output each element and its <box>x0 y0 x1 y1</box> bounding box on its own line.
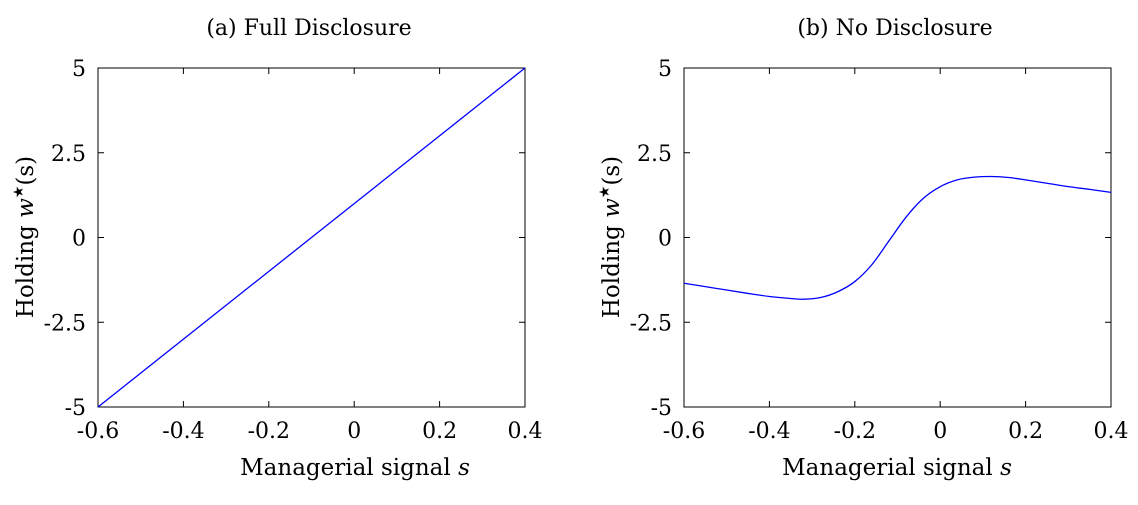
x-axis-label: Managerial signal s <box>782 455 1012 481</box>
tick-marks <box>683 67 1112 408</box>
chart-title: (b) No Disclosure <box>797 16 992 41</box>
x-tick-label: -0.2 <box>834 419 876 444</box>
series-line <box>683 175 1112 300</box>
y-tick-labels: -5 -2.5 0 2.5 5 <box>630 57 672 421</box>
x-tick-label: -0.4 <box>162 419 204 444</box>
x-tick-label: -0.4 <box>748 419 790 444</box>
x-tick-label: 0 <box>347 419 361 444</box>
panel-no-disclosure: (b) No Disclosure -5-2.502.55 -0.6 -0.4 -0… <box>597 16 1129 481</box>
y-tick-label: -5 <box>651 396 672 421</box>
series-line <box>97 67 526 408</box>
y-axis-label: Holding w★(s) <box>597 156 625 318</box>
y-tick-label: -2.5 <box>44 311 86 336</box>
x-tick-labels: -0.6 -0.4 -0.2 0 0.2 0.4 <box>77 419 543 444</box>
y-tick-label: 5 <box>72 57 86 82</box>
y-tick-label: 2.5 <box>637 142 672 167</box>
x-tick-label: 0 <box>933 419 947 444</box>
y-axis-label: Holding w★(s) <box>11 156 39 318</box>
series-lines <box>683 175 1112 300</box>
y-tick-label: -5 <box>65 396 86 421</box>
x-tick-label: 0.4 <box>508 419 543 444</box>
y-tick-label: 0 <box>658 227 672 252</box>
x-tick-label: -0.2 <box>248 419 290 444</box>
chart-title: (a) Full Disclosure <box>206 16 411 41</box>
x-tick-label: 0.4 <box>1094 419 1129 444</box>
y-tick-label: -2.5 <box>630 311 672 336</box>
y-tick-label: 0 <box>72 227 86 252</box>
panel-full-disclosure: (a) Full Disclosure -5 -2.5 0 2.5 5 -0.6 -0.4… <box>11 16 543 481</box>
x-axis-label: Managerial signal s <box>240 455 470 481</box>
x-tick-labels: -0.6 -0.4 -0.2 0 0.2 0.4 <box>663 419 1129 444</box>
series-lines <box>97 67 526 408</box>
y-tick-labels: -5 -2.5 0 2.5 5 <box>44 57 86 421</box>
x-tick-label: -0.6 <box>663 419 705 444</box>
x-tick-label: -0.6 <box>77 419 119 444</box>
y-tick-label: 5 <box>658 57 672 82</box>
y-tick-label: 2.5 <box>51 142 86 167</box>
plot-frame <box>683 67 1112 408</box>
x-tick-label: 0.2 <box>422 419 457 444</box>
x-tick-label: 0.2 <box>1008 419 1043 444</box>
